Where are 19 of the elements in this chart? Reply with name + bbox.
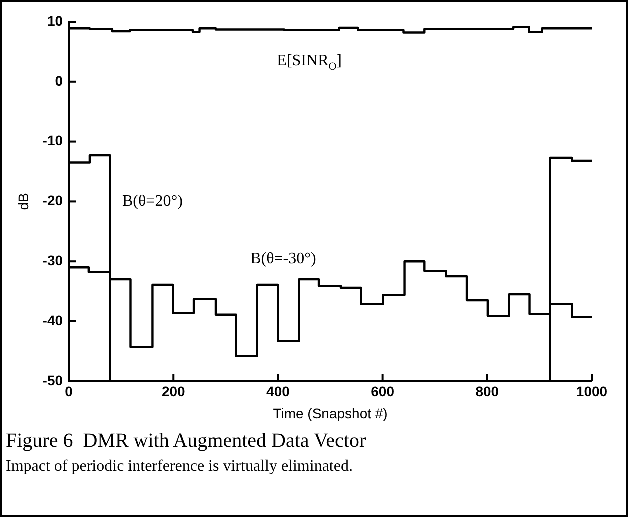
x-tick-label: 600: [371, 384, 395, 400]
y-tick-label: -30: [42, 252, 64, 268]
x-axis-title: Time (Snapshot #): [273, 405, 388, 422]
series-label: B(θ=20°): [122, 192, 183, 210]
x-tick-label: 0: [65, 384, 74, 400]
series-label: B(θ=-30°): [250, 250, 316, 268]
x-tick-label: 400: [266, 384, 290, 400]
x-tick-label: 1000: [576, 384, 608, 400]
y-tick-label: -40: [42, 312, 64, 328]
y-axis-title: dB: [15, 193, 32, 210]
y-tick-label: -20: [42, 192, 64, 209]
y-tick-label: 0: [55, 72, 64, 89]
x-tick-label: 200: [162, 384, 186, 400]
y-tick-label: -10: [42, 132, 64, 149]
y-tick-label: 10: [47, 12, 64, 29]
y-tick-label: -50: [42, 372, 64, 388]
text: Impact of periodic interference is virtually eliminated.: [6, 457, 354, 477]
x-tick-label: 800: [476, 384, 500, 400]
caption: Figure 6 DMR with Augmented Data Vector: [6, 429, 368, 454]
